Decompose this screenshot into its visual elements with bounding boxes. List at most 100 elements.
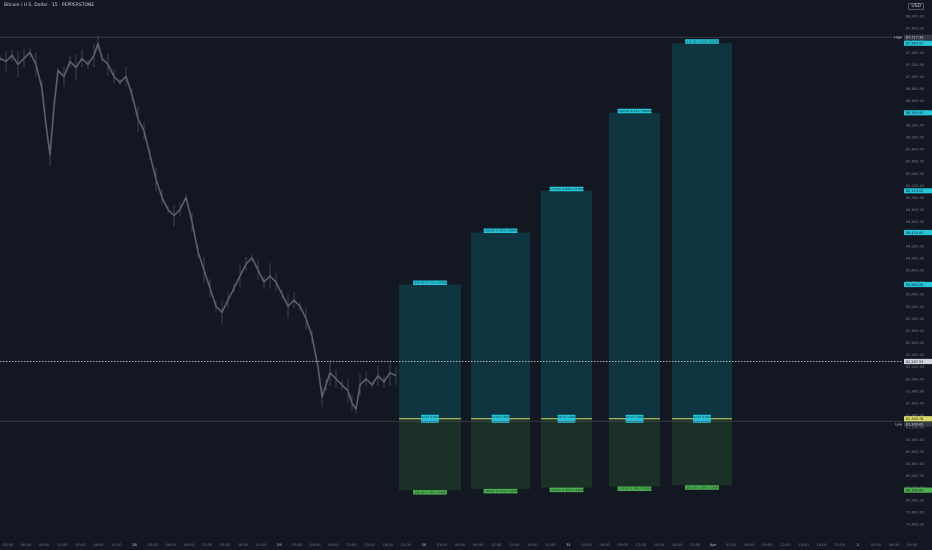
time-axis[interactable]: 03:00 06:00 09:00 12:00 15:00 18:00 21:00 28 03:… <box>3 543 918 547</box>
x-tick-label: 06:00 <box>310 543 321 547</box>
entry-label-bg <box>625 414 644 423</box>
x-tick-label: 21:00 <box>401 543 412 547</box>
entry-label-bg <box>693 414 711 423</box>
y-tick-label: 88,000.00 <box>906 15 925 19</box>
target-label: 3,770.00 (4.63%) 377000 <box>549 187 585 191</box>
target-label-bg <box>549 186 584 192</box>
stop-label-bg <box>617 486 652 491</box>
x-tick-label: 09:00 <box>39 543 50 547</box>
x-tick-label: 09:00 <box>762 543 773 547</box>
y-tick-label: 80,400.00 <box>906 474 925 478</box>
target-zone <box>541 190 592 419</box>
x-tick-label: 03:00 <box>437 543 448 547</box>
axis-tag-value: 86,394.00 <box>906 111 923 115</box>
long-position-4[interactable]: 5,060.00 (6.22%) 506000 822.43 (1.00%) 1,1… <box>609 108 660 491</box>
axis-tag: 80,160.00 <box>904 487 932 493</box>
long-position-2[interactable]: 3,080.00 (3.78%) 308000 822.43 (1.00%) 1,1… <box>471 228 530 494</box>
stop-label-bg <box>413 490 447 495</box>
axis-tag: 87,560.00 <box>904 40 932 46</box>
x-tick-label: 06:00 <box>166 543 177 547</box>
y-tick-label: 80,600.00 <box>906 462 925 466</box>
stop-zone <box>471 418 530 489</box>
stop-label: 1,100.00 (1.35%) 110000 <box>684 485 720 489</box>
symbol-title[interactable]: Bitcoin / U.S. Dollar · 15 · PEPPERSTONE <box>4 3 95 8</box>
x-tick-label: 18:00 <box>672 543 683 547</box>
y-tick-label: 81,600.00 <box>906 402 925 406</box>
axis-tag-bg <box>904 416 932 422</box>
axis-tag-bg <box>904 358 932 365</box>
x-tick-label: 06:00 <box>455 543 466 547</box>
x-tick-label: 2 <box>857 543 859 547</box>
stop-zone <box>609 418 660 487</box>
stop-label-bg <box>549 487 584 493</box>
x-tick-label: 15:00 <box>75 543 86 547</box>
x-tick-label: 09:00 <box>184 543 195 547</box>
currency-button[interactable]: USD <box>908 3 924 10</box>
y-tick-label: 86,600.00 <box>906 99 925 103</box>
x-tick-label: 06:00 <box>599 543 610 547</box>
long-position-3[interactable]: 3,770.00 (4.63%) 377000 822.43 (1.00%) 1,1… <box>541 186 592 493</box>
y-tick-label: 82,400.00 <box>906 353 925 357</box>
x-tick-label: 03:00 <box>726 543 737 547</box>
stop-label: 1,140.00 (1.40%) 114000 <box>549 488 585 492</box>
x-tick-label: 18:00 <box>383 543 394 547</box>
x-tick-label: 18:00 <box>93 543 104 547</box>
axis-tag: Low 81,306.63 <box>895 421 932 427</box>
x-tick-label: 15:00 <box>220 543 231 547</box>
y-tick-label: 83,800.00 <box>906 269 925 273</box>
entry-label-bg <box>491 414 510 423</box>
target-zone <box>471 232 530 419</box>
x-tick-label: 12:00 <box>346 543 357 547</box>
entry-label: 822.43 (1.00%) <box>556 415 576 419</box>
y-tick-label: 84,600.00 <box>906 220 925 224</box>
long-positions[interactable]: 2,220.00 (2.73%) 222000 822.43 (1.00%) 1,1… <box>399 39 732 495</box>
x-tick-label: 12:00 <box>491 543 502 547</box>
axis-tag-bg <box>904 281 932 288</box>
y-tick-label: 87,400.00 <box>906 51 925 55</box>
y-tick-label: 79,800.00 <box>906 510 925 514</box>
x-tick-label: 12:00 <box>202 543 213 547</box>
y-tick-label: 81,800.00 <box>906 389 925 393</box>
x-tick-label: 09:00 <box>473 543 484 547</box>
x-tick-label: 12:00 <box>780 543 791 547</box>
price-axis[interactable]: 88,000.0087,800.0087,600.0087,400.0087,2… <box>894 15 932 527</box>
y-tick-label: 81,000.00 <box>906 438 925 442</box>
horizontal-lines <box>0 36 903 422</box>
axis-tag-bg <box>904 40 932 46</box>
axis-tag-value: 82,287.93 <box>906 360 923 364</box>
y-tick-label: 85,800.00 <box>906 148 925 152</box>
axis-tag-bg <box>904 110 932 116</box>
y-tick-label: 85,000.00 <box>906 196 925 200</box>
y-tick-label: 86,000.00 <box>906 135 925 139</box>
x-tick-label: 29 <box>277 543 282 547</box>
x-tick-label: 06:00 <box>21 543 32 547</box>
long-position-5[interactable]: 6,210.00 (7.63%) 621000 822.43 (1.00%) 1,1… <box>672 39 732 490</box>
target-label-bg <box>483 228 518 234</box>
axis-tag: 84,420.00 <box>904 229 932 236</box>
y-tick-label: 86,200.00 <box>906 123 925 127</box>
y-tick-label: 82,200.00 <box>906 365 925 369</box>
x-tick-label: 21:00 <box>835 543 846 547</box>
x-tick-label: 03:00 <box>292 543 303 547</box>
x-tick-label: 28 <box>132 543 137 547</box>
entry-label: 822.43 (1.00%) <box>624 415 644 419</box>
target-label: 3,080.00 (3.78%) 308000 <box>483 229 519 233</box>
axis-tag-bg <box>904 188 932 194</box>
y-tick-label: 82,000.00 <box>906 377 925 381</box>
y-tick-label: 83,200.00 <box>906 305 925 309</box>
x-tick-label: 15:00 <box>654 543 665 547</box>
y-tick-label: 82,600.00 <box>906 341 925 345</box>
y-tick-label: 79,600.00 <box>906 522 925 526</box>
stop-label-bg <box>685 485 719 490</box>
stop-label-bg <box>483 488 518 494</box>
long-position-1[interactable]: 2,220.00 (2.73%) 222000 822.43 (1.00%) 1,1… <box>399 280 461 495</box>
y-tick-label: 81,200.00 <box>906 426 925 430</box>
y-tick-label: 85,200.00 <box>906 184 925 188</box>
target-zone <box>399 284 461 419</box>
y-tick-label: 80,000.00 <box>906 498 925 502</box>
x-tick-label: 21:00 <box>545 543 556 547</box>
axis-tag-value: 83,560.00 <box>906 283 923 287</box>
x-tick-label: 15:00 <box>509 543 520 547</box>
